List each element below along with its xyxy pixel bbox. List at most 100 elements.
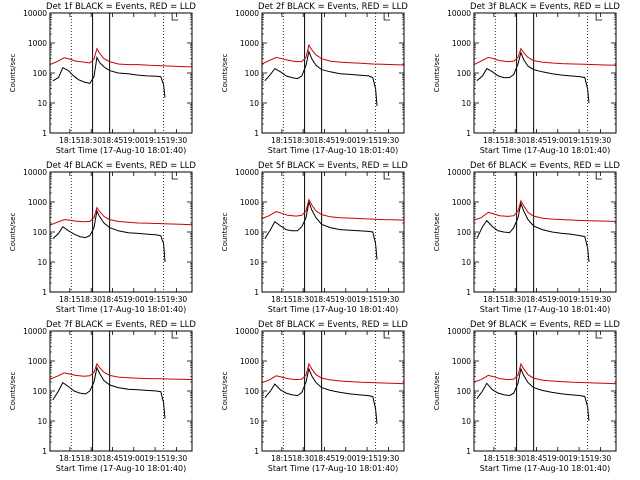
plot-frame — [261, 171, 405, 293]
panel-title: Det 1f BLACK = Events, RED = LLD — [46, 2, 196, 12]
x-axis-label: Start Time (17-Aug-10 18:01:40) — [56, 464, 187, 473]
lld-series-line — [261, 198, 405, 221]
x-tick-label: 18:15 — [271, 136, 293, 145]
x-tick-label: 19:30 — [590, 136, 612, 145]
y-tick-label: 1000 — [28, 357, 47, 366]
x-tick-label: 19:00 — [335, 136, 357, 145]
y-tick-label: 100 — [33, 228, 48, 237]
x-tick-label: 19:00 — [547, 136, 569, 145]
y-tick-label: 1 — [42, 288, 47, 297]
x-axis-label: Start Time (17-Aug-10 18:01:40) — [56, 305, 187, 314]
x-tick-label: 18:30 — [292, 295, 314, 304]
x-tick-label: 19:30 — [378, 295, 400, 304]
y-tick-label: 10000 — [23, 327, 47, 336]
x-tick-label: 19:15 — [568, 136, 590, 145]
lld-series-line — [261, 43, 405, 66]
x-tick-label: 18:15 — [483, 295, 505, 304]
x-axis-label: Start Time (17-Aug-10 18:01:40) — [56, 146, 187, 155]
detector-panel: Det 1f BLACK = Events, RED = LLD 1 10 100 10… — [9, 2, 196, 155]
y-tick-label: 1000 — [452, 39, 471, 48]
y-tick-label: 1000 — [240, 39, 259, 48]
x-tick-label: 19:15 — [356, 295, 378, 304]
lld-series-line — [261, 362, 405, 385]
x-tick-label: 18:30 — [80, 295, 102, 304]
plot-frame — [261, 330, 405, 452]
y-tick-label: 10000 — [447, 168, 471, 177]
y-tick-label: 1000 — [240, 198, 259, 207]
detector-panel: Det 5f BLACK = Events, RED = LLD 1 10 100 10… — [221, 161, 408, 314]
events-series-line — [264, 367, 378, 424]
events-series-line — [476, 201, 590, 263]
x-tick-label: 18:45 — [314, 454, 336, 463]
corner-marker — [595, 331, 603, 339]
x-tick-label: 19:30 — [166, 454, 188, 463]
x-tick-label: 19:15 — [568, 454, 590, 463]
panel-title: Det 9f BLACK = Events, RED = LLD — [470, 320, 620, 330]
x-tick-label: 18:45 — [526, 295, 548, 304]
x-tick-label: 18:30 — [292, 136, 314, 145]
x-tick-label: 18:15 — [59, 136, 81, 145]
detector-panel: Det 2f BLACK = Events, RED = LLD 1 10 100 10… — [221, 2, 408, 155]
y-tick-label: 100 — [457, 69, 472, 78]
x-tick-label: 19:30 — [590, 454, 612, 463]
events-series-line — [476, 50, 590, 104]
x-tick-label: 18:15 — [483, 454, 505, 463]
lld-series-line — [473, 199, 617, 222]
panel-title: Det 4f BLACK = Events, RED = LLD — [46, 161, 196, 171]
y-tick-label: 1 — [254, 447, 259, 456]
y-tick-label: 1 — [466, 129, 471, 138]
y-tick-label: 100 — [245, 228, 260, 237]
y-tick-label: 10 — [461, 417, 471, 426]
x-tick-label: 18:45 — [526, 454, 548, 463]
x-tick-label: 18:15 — [271, 295, 293, 304]
x-tick-label: 18:45 — [102, 454, 124, 463]
x-tick-label: 19:30 — [378, 136, 400, 145]
y-tick-label: 1000 — [452, 198, 471, 207]
plot-frame — [261, 12, 405, 134]
x-tick-label: 19:15 — [356, 136, 378, 145]
y-axis-label: Counts/sec — [433, 213, 441, 252]
lld-series-line — [49, 206, 193, 226]
detector-panel: Det 8f BLACK = Events, RED = LLD 1 10 100 10… — [221, 320, 408, 473]
y-axis-label: Counts/sec — [221, 54, 229, 93]
events-series-line — [264, 200, 378, 260]
events-series-line — [264, 49, 378, 106]
y-axis-label: Counts/sec — [433, 372, 441, 411]
y-tick-label: 100 — [245, 69, 260, 78]
y-tick-label: 10 — [37, 417, 47, 426]
y-axis-label: Counts/sec — [221, 213, 229, 252]
panel-title: Det 5f BLACK = Events, RED = LLD — [258, 161, 408, 171]
y-tick-label: 100 — [33, 69, 48, 78]
y-tick-label: 1 — [466, 447, 471, 456]
y-tick-label: 1000 — [240, 357, 259, 366]
detector-panel: Det 3f BLACK = Events, RED = LLD 1 10 100 10… — [433, 2, 620, 155]
x-tick-label: 18:30 — [80, 454, 102, 463]
x-axis-label: Start Time (17-Aug-10 18:01:40) — [480, 305, 611, 314]
x-tick-label: 18:45 — [314, 295, 336, 304]
y-tick-label: 1000 — [28, 198, 47, 207]
corner-marker — [171, 331, 179, 339]
x-tick-label: 18:45 — [102, 136, 124, 145]
y-tick-label: 10000 — [447, 9, 471, 18]
y-tick-label: 100 — [457, 228, 472, 237]
plot-frame — [49, 171, 193, 293]
x-tick-label: 19:15 — [144, 454, 166, 463]
panel-title: Det 2f BLACK = Events, RED = LLD — [258, 2, 408, 12]
x-tick-label: 19:15 — [144, 295, 166, 304]
y-tick-label: 100 — [33, 387, 48, 396]
y-axis-label: Counts/sec — [433, 54, 441, 93]
panel-title: Det 6f BLACK = Events, RED = LLD — [470, 161, 620, 171]
x-tick-label: 18:30 — [80, 136, 102, 145]
x-tick-label: 18:30 — [504, 454, 526, 463]
y-tick-label: 10000 — [23, 9, 47, 18]
corner-marker — [383, 172, 391, 180]
x-tick-label: 18:15 — [271, 454, 293, 463]
y-tick-label: 10 — [249, 258, 259, 267]
x-tick-label: 19:00 — [335, 454, 357, 463]
plot-frame — [473, 12, 617, 134]
y-tick-label: 100 — [457, 387, 472, 396]
plot-frame — [473, 330, 617, 452]
detector-panel: Det 7f BLACK = Events, RED = LLD 1 10 100 10… — [9, 320, 196, 473]
events-series-line — [52, 209, 166, 263]
